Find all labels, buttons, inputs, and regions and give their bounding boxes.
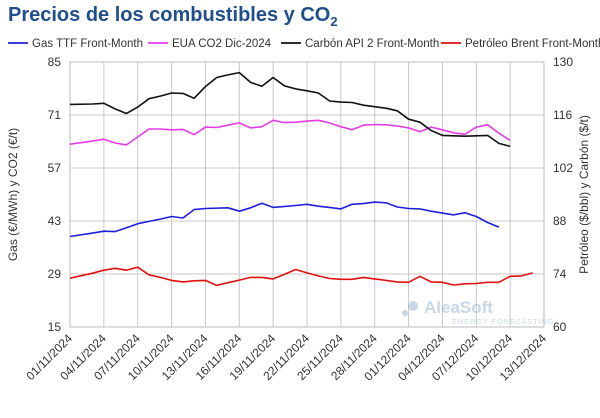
grid — [69, 61, 545, 328]
legend-label: EUA CO2 Dic-2024 — [172, 38, 272, 50]
series-lines — [69, 71, 533, 287]
y-left-tick-label: 85 — [48, 55, 62, 69]
aleasoft-watermark: AleaSoft ENERGY FORECASTING — [402, 298, 554, 326]
watermark-brand: AleaSoft — [424, 298, 493, 317]
y-right-tick-label: 116 — [553, 108, 572, 122]
chart-title: Precios de los combustibles y CO2 — [8, 4, 338, 29]
series-line-gas-ttf-front-month — [69, 201, 500, 238]
y-left-tick-label: 43 — [48, 214, 62, 228]
y-left-axis-title: Gas (€/MWh) y CO2 (€/t) — [6, 128, 20, 261]
watermark-tagline: ENERGY FORECASTING — [452, 317, 554, 326]
y-right-tick-label: 74 — [553, 267, 567, 281]
y-right-tick-label: 88 — [553, 214, 567, 228]
aleasoft-logo-icon — [408, 301, 418, 311]
series-line-petr-leo-brent-front-month — [69, 266, 533, 287]
legend-label: Carbón API 2 Front-Month — [305, 38, 439, 50]
legend-label: Gas TTF Front-Month — [32, 38, 143, 50]
y-left-tick-label: 57 — [48, 161, 62, 175]
y-right-tick-label: 130 — [553, 55, 573, 69]
y-left-tick-label: 15 — [48, 320, 62, 334]
y-right-tick-label: 60 — [553, 320, 567, 334]
plot-frame — [69, 61, 545, 328]
series-line-eua-co2-dic-2024 — [69, 119, 511, 146]
y-right-axis-title: Petróleo ($/bbl) y Carbón ($/t) — [577, 115, 591, 274]
y-right-tick-label: 102 — [553, 161, 573, 175]
y-left-tick-label: 29 — [48, 267, 62, 281]
y-left-tick-label: 71 — [48, 108, 62, 122]
aleasoft-logo-dot-icon — [402, 310, 408, 316]
legend: Gas TTF Front-Month EUA CO2 Dic-2024 Carbó… — [8, 38, 600, 50]
legend-label: Petróleo Brent Front-Month — [465, 38, 600, 50]
series-line-carb-n-api-2-front-month — [69, 71, 511, 148]
